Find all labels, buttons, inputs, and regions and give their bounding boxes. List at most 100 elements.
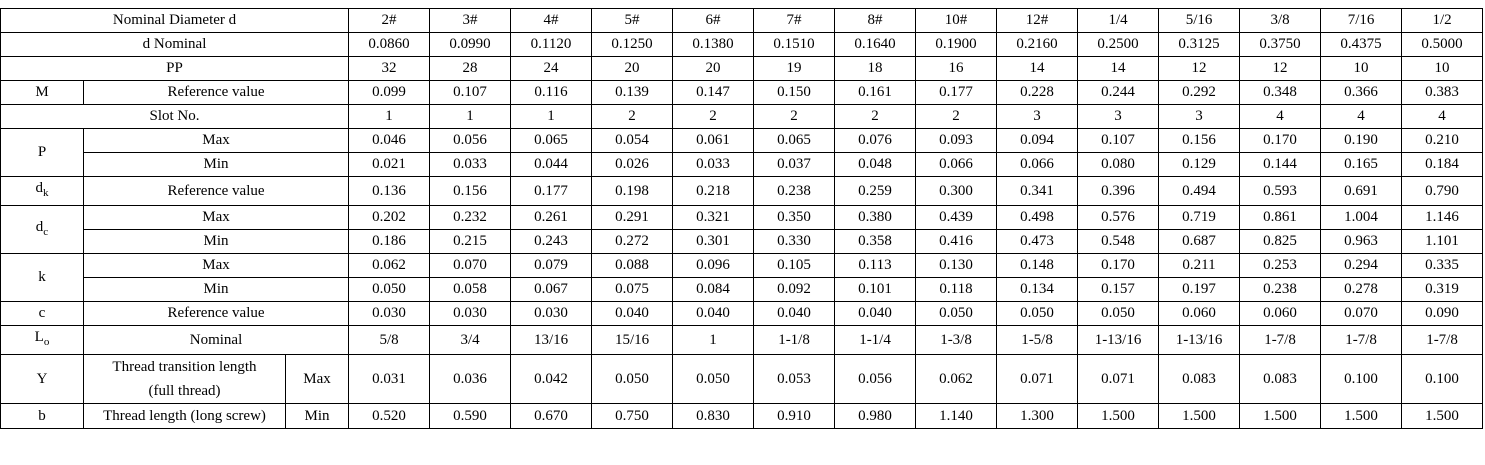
value-cell: 0.046 bbox=[348, 128, 431, 153]
value-cell: 0.473 bbox=[996, 229, 1079, 254]
value-cell: 0.548 bbox=[1077, 229, 1160, 254]
value-cell: 0.292 bbox=[1158, 80, 1241, 105]
value-cell: 1 bbox=[348, 104, 431, 129]
value-cell: 0.060 bbox=[1239, 301, 1322, 326]
value-cell: 0.040 bbox=[672, 301, 755, 326]
value-cell: 0.687 bbox=[1158, 229, 1241, 254]
value-cell: 2 bbox=[753, 104, 836, 129]
value-cell: 0.037 bbox=[753, 152, 836, 177]
value-cell: 0.291 bbox=[591, 205, 674, 230]
value-cell: 1 bbox=[510, 104, 593, 129]
value-cell: 7/16 bbox=[1320, 8, 1403, 33]
value-cell: 0.165 bbox=[1320, 152, 1403, 177]
symbol-cell: M bbox=[0, 80, 84, 105]
value-cell: 0.294 bbox=[1320, 253, 1403, 278]
value-cell: 1-5/8 bbox=[996, 325, 1079, 355]
value-cell: 4 bbox=[1320, 104, 1403, 129]
value-cell: 28 bbox=[429, 56, 512, 81]
symbol-subscript: o bbox=[43, 336, 50, 348]
value-cell: 0.050 bbox=[672, 354, 755, 404]
value-cell: 1-1/4 bbox=[834, 325, 917, 355]
value-cell: 0.150 bbox=[753, 80, 836, 105]
value-cell: 0.719 bbox=[1158, 205, 1241, 230]
value-cell: 0.134 bbox=[996, 277, 1079, 302]
value-cell: 0.261 bbox=[510, 205, 593, 230]
value-cell: 0.080 bbox=[1077, 152, 1160, 177]
value-cell: 0.062 bbox=[915, 354, 998, 404]
table-row: d Nominal 0.0860 0.0990 0.1120 0.1250 0.1380 0… bbox=[0, 32, 1484, 57]
value-cell: 0.253 bbox=[1239, 253, 1322, 278]
value-cell: 5/16 bbox=[1158, 8, 1241, 33]
value-cell: 0.092 bbox=[753, 277, 836, 302]
value-cell: 0.093 bbox=[915, 128, 998, 153]
value-cell: 0.083 bbox=[1239, 354, 1322, 404]
value-cell: 0.042 bbox=[510, 354, 593, 404]
symbol: d bbox=[35, 180, 44, 196]
value-cell: 0.2160 bbox=[996, 32, 1079, 57]
value-cell: 0.494 bbox=[1158, 176, 1241, 206]
value-cell: 1.500 bbox=[1239, 403, 1322, 429]
value-cell: 3# bbox=[429, 8, 512, 33]
value-cell: 0.036 bbox=[429, 354, 512, 404]
value-cell: 0.079 bbox=[510, 253, 593, 278]
row-label: Min bbox=[82, 152, 350, 177]
value-cell: 0.4375 bbox=[1320, 32, 1403, 57]
value-cell: 0.040 bbox=[753, 301, 836, 326]
value-cell: 0.021 bbox=[348, 152, 431, 177]
value-cell: 0.301 bbox=[672, 229, 755, 254]
value-cell: 0.066 bbox=[915, 152, 998, 177]
value-cell: 0.129 bbox=[1158, 152, 1241, 177]
symbol: d bbox=[35, 218, 44, 235]
value-cell: 1/2 bbox=[1401, 8, 1484, 33]
value-cell: 0.050 bbox=[996, 301, 1079, 326]
table-row: PP 32 28 24 20 20 19 18 16 14 14 12 12 10 10 bbox=[0, 56, 1484, 81]
table-row: k Max 0.062 0.070 0.079 0.088 0.096 0.105 0.113 0… bbox=[0, 253, 1484, 302]
value-cell: 1.146 bbox=[1401, 205, 1484, 230]
table-row: Y Thread transition length (full thread) M… bbox=[0, 354, 1484, 404]
value-cell: 0.053 bbox=[753, 354, 836, 404]
value-cell: 0.157 bbox=[1077, 277, 1160, 302]
symbol-cell: Y bbox=[0, 354, 84, 404]
value-cell: 0.350 bbox=[753, 205, 836, 230]
value-cell: 0.070 bbox=[1320, 301, 1403, 326]
value-cell: 0.044 bbox=[510, 152, 593, 177]
value-cell: 0.380 bbox=[834, 205, 917, 230]
value-cell: 1/4 bbox=[1077, 8, 1160, 33]
row-label: Nominal bbox=[82, 325, 350, 355]
value-cell: 0.259 bbox=[834, 176, 917, 206]
value-cell: 4 bbox=[1401, 104, 1484, 129]
value-cell: 0.088 bbox=[591, 253, 674, 278]
value-cell: 0.1900 bbox=[915, 32, 998, 57]
row-label: Reference value bbox=[82, 80, 350, 105]
value-cell: 0.910 bbox=[753, 403, 836, 429]
symbol-cell: c bbox=[0, 301, 84, 326]
spec-table: Nominal Diameter d 2# 3# 4# 5# 6# 7# 8# 10# 12# 1/… bbox=[0, 8, 1484, 429]
value-cell: 32 bbox=[348, 56, 431, 81]
value-cell: 0.319 bbox=[1401, 277, 1484, 302]
value-cell: 1-1/8 bbox=[753, 325, 836, 355]
value-cell: 0.177 bbox=[915, 80, 998, 105]
value-cell: 0.335 bbox=[1401, 253, 1484, 278]
value-cell: 18 bbox=[834, 56, 917, 81]
value-cell: 0.416 bbox=[915, 229, 998, 254]
row-label: d Nominal bbox=[0, 32, 350, 57]
value-cell: 0.061 bbox=[672, 128, 755, 153]
value-cell: 1 bbox=[672, 325, 755, 355]
value-cell: 4 bbox=[1239, 104, 1322, 129]
value-cell: 0.190 bbox=[1320, 128, 1403, 153]
value-cell: 1-7/8 bbox=[1320, 325, 1403, 355]
value-cell: 0.094 bbox=[996, 128, 1079, 153]
value-cell: 0.062 bbox=[348, 253, 431, 278]
symbol-cell: k bbox=[0, 253, 84, 302]
value-cell: 0.100 bbox=[1401, 354, 1484, 404]
value-cell: 0.278 bbox=[1320, 277, 1403, 302]
value-cell: 0.144 bbox=[1239, 152, 1322, 177]
value-cell: 14 bbox=[996, 56, 1079, 81]
value-cell: 1.500 bbox=[1401, 403, 1484, 429]
value-cell: 0.321 bbox=[672, 205, 755, 230]
table-row: Slot No. 1 1 1 2 2 2 2 2 3 3 3 4 4 4 bbox=[0, 104, 1484, 129]
value-cell: 0.341 bbox=[996, 176, 1079, 206]
symbol: c bbox=[38, 305, 46, 321]
value-cell: 10# bbox=[915, 8, 998, 33]
row-label: Slot No. bbox=[0, 104, 350, 129]
